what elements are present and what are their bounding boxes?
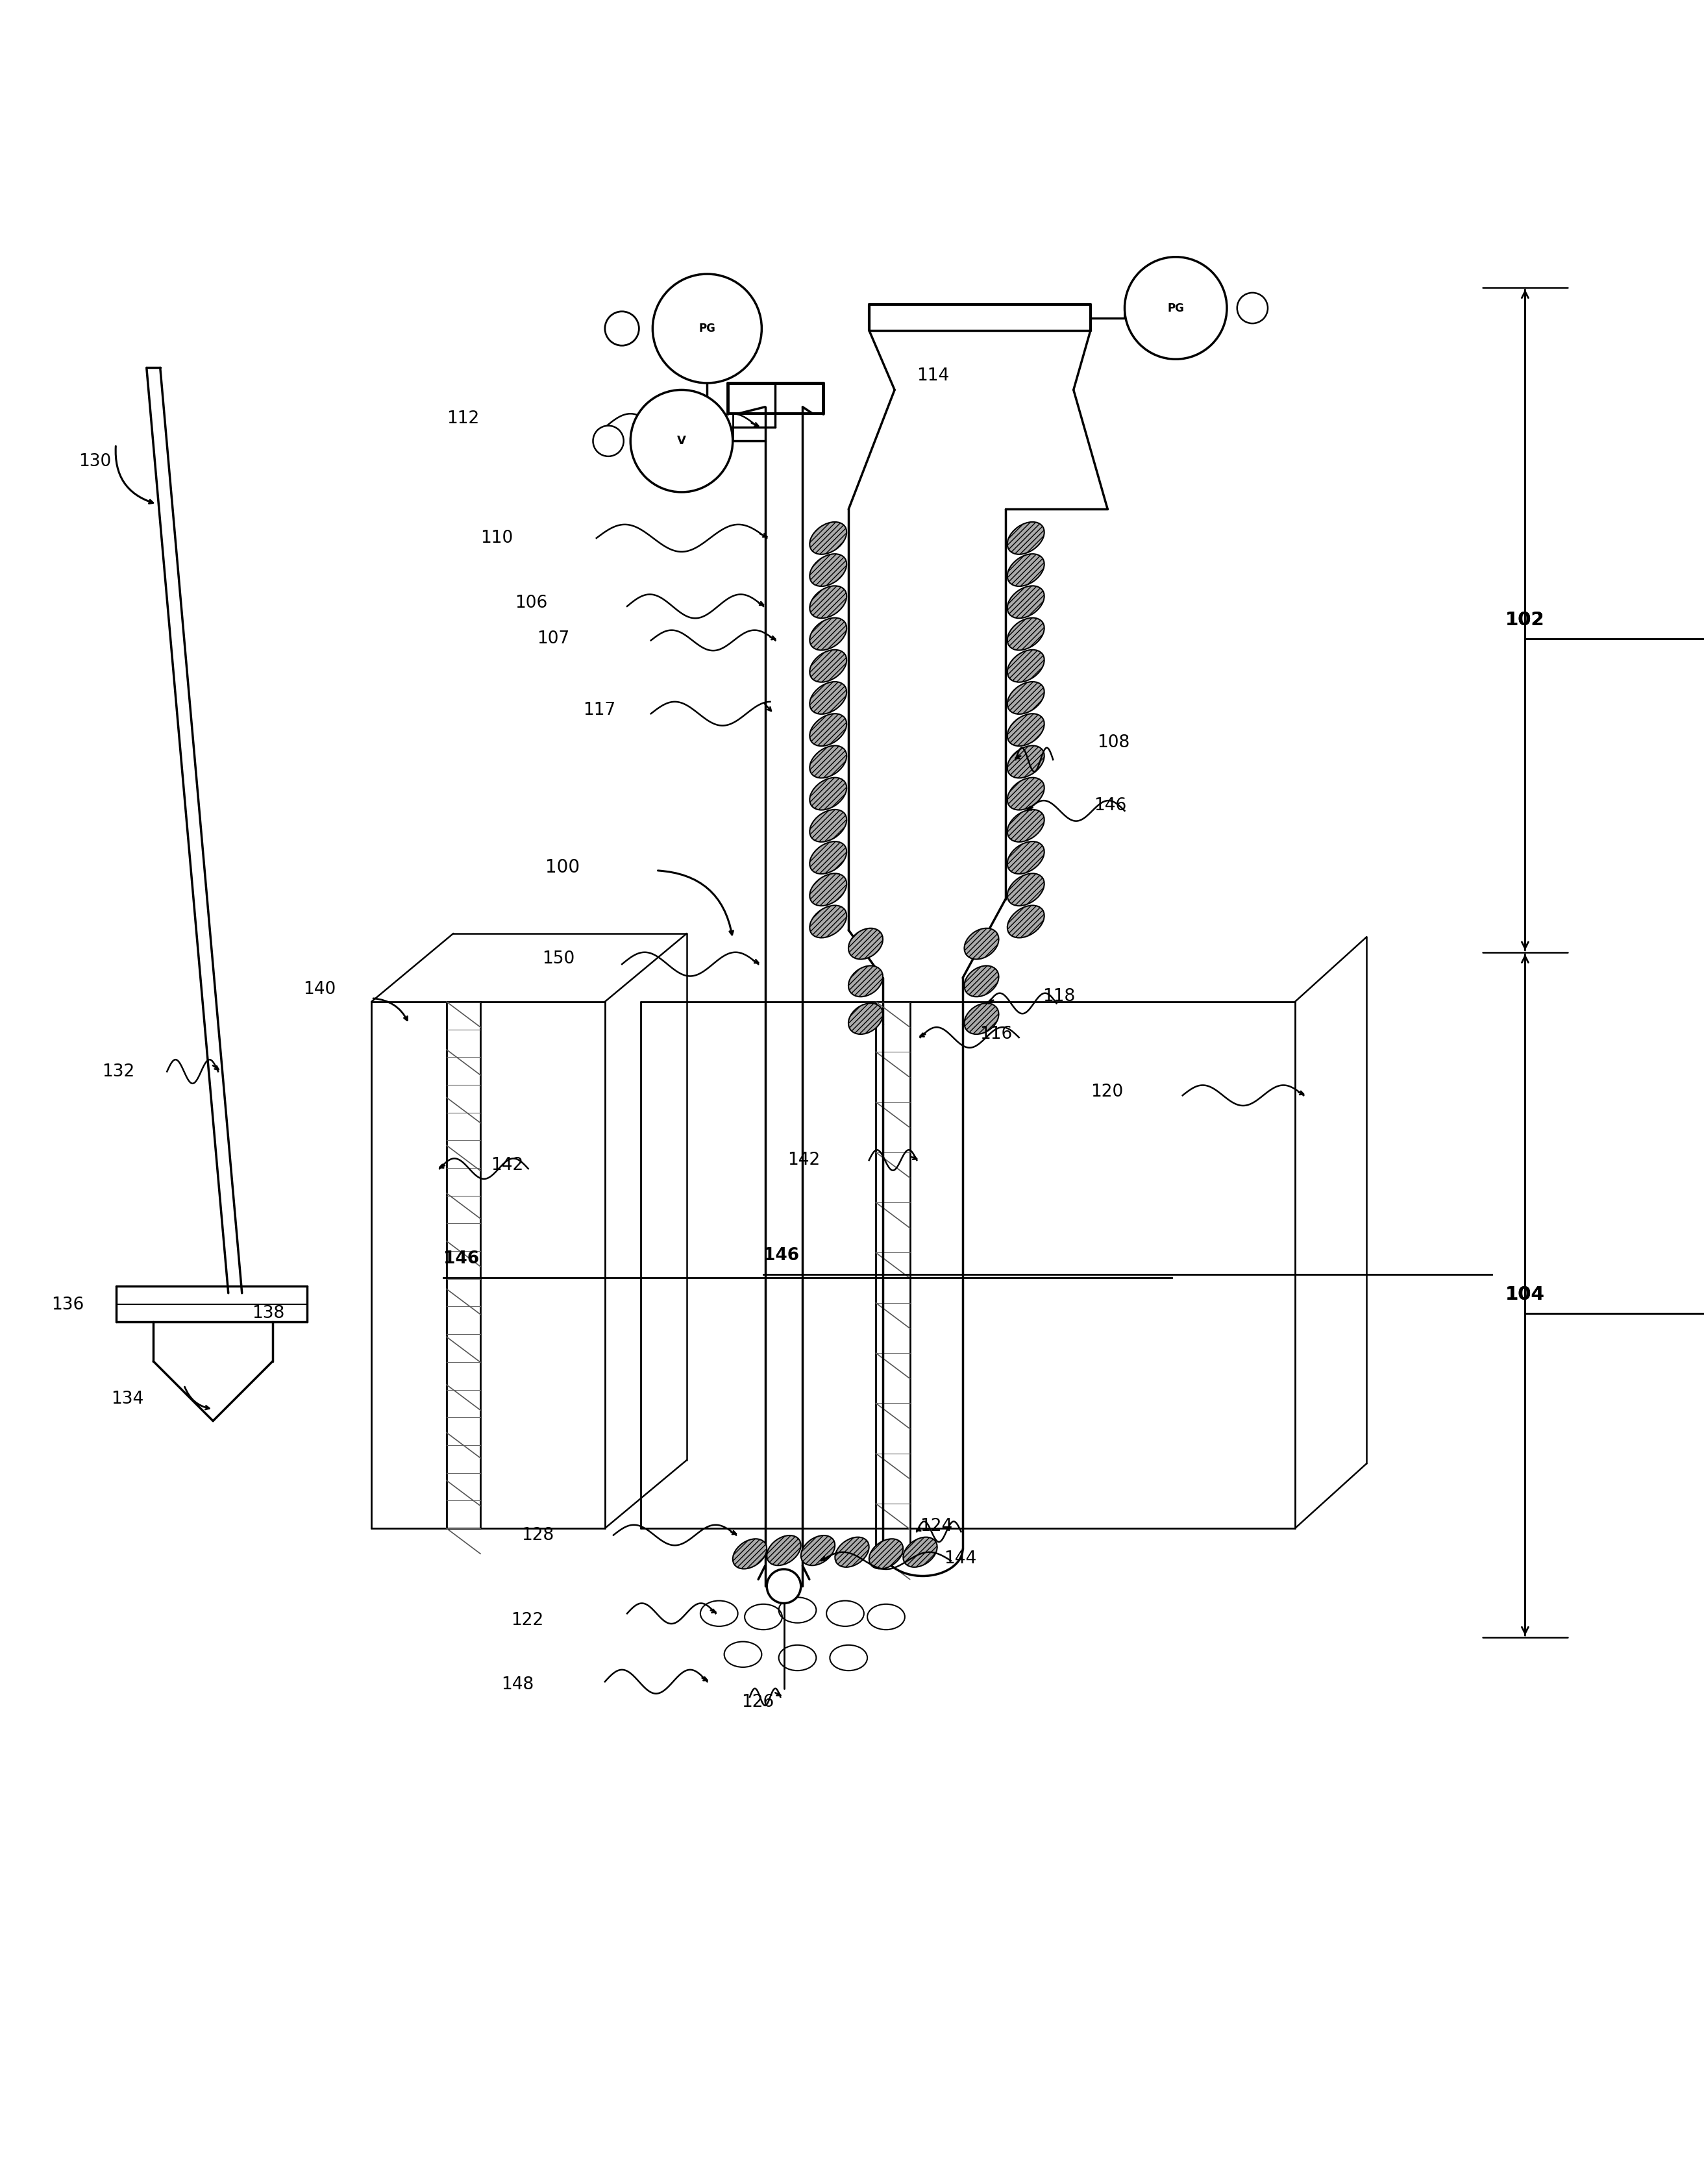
Text: 108: 108 xyxy=(1097,734,1130,751)
Ellipse shape xyxy=(809,841,847,874)
Text: 146: 146 xyxy=(763,1247,799,1265)
Ellipse shape xyxy=(849,965,883,996)
Ellipse shape xyxy=(1007,874,1045,906)
Text: 144: 144 xyxy=(944,1551,976,1568)
Ellipse shape xyxy=(869,1540,903,1568)
Ellipse shape xyxy=(809,651,847,681)
Ellipse shape xyxy=(849,1002,883,1035)
Ellipse shape xyxy=(809,585,847,618)
Ellipse shape xyxy=(835,1538,869,1568)
Text: 120: 120 xyxy=(1091,1083,1123,1101)
Text: 140: 140 xyxy=(303,981,336,998)
Text: 100: 100 xyxy=(545,858,579,876)
Text: 126: 126 xyxy=(741,1693,774,1710)
Ellipse shape xyxy=(809,522,847,555)
Text: 134: 134 xyxy=(111,1391,143,1406)
Ellipse shape xyxy=(849,928,883,959)
Text: 117: 117 xyxy=(583,701,615,719)
Circle shape xyxy=(767,1568,801,1603)
Text: 107: 107 xyxy=(537,631,569,646)
Ellipse shape xyxy=(809,618,847,651)
Text: V: V xyxy=(676,435,687,448)
Ellipse shape xyxy=(809,745,847,778)
Text: 124: 124 xyxy=(920,1518,953,1535)
Ellipse shape xyxy=(1007,522,1045,555)
Circle shape xyxy=(593,426,624,456)
Ellipse shape xyxy=(1007,778,1045,810)
Text: 102: 102 xyxy=(1505,612,1546,629)
Text: 150: 150 xyxy=(542,950,574,968)
Ellipse shape xyxy=(964,928,999,959)
Ellipse shape xyxy=(767,1535,801,1566)
Text: 112: 112 xyxy=(446,411,479,428)
Ellipse shape xyxy=(1007,906,1045,937)
Ellipse shape xyxy=(1007,681,1045,714)
Ellipse shape xyxy=(1007,651,1045,681)
Ellipse shape xyxy=(964,1002,999,1035)
Text: 142: 142 xyxy=(787,1151,820,1168)
Ellipse shape xyxy=(1007,745,1045,778)
Ellipse shape xyxy=(903,1538,937,1568)
Ellipse shape xyxy=(1007,810,1045,841)
Text: PG: PG xyxy=(1167,301,1184,314)
Text: 132: 132 xyxy=(102,1064,135,1081)
Ellipse shape xyxy=(1007,585,1045,618)
Text: 130: 130 xyxy=(78,452,111,470)
Text: 136: 136 xyxy=(51,1297,83,1313)
Ellipse shape xyxy=(1007,714,1045,747)
Text: 110: 110 xyxy=(481,531,513,546)
Ellipse shape xyxy=(1007,841,1045,874)
Ellipse shape xyxy=(809,714,847,747)
Text: 146: 146 xyxy=(443,1251,479,1267)
Text: 138: 138 xyxy=(252,1306,285,1321)
Circle shape xyxy=(1125,258,1227,358)
Text: 128: 128 xyxy=(521,1527,554,1544)
Ellipse shape xyxy=(809,906,847,937)
Text: 102: 102 xyxy=(1505,612,1546,629)
Ellipse shape xyxy=(809,555,847,585)
Text: 114: 114 xyxy=(917,367,949,384)
Text: 146: 146 xyxy=(1094,797,1126,815)
Text: 106: 106 xyxy=(515,594,547,612)
Text: 104: 104 xyxy=(1505,1286,1546,1304)
Ellipse shape xyxy=(809,810,847,841)
Circle shape xyxy=(1237,293,1268,323)
Text: 142: 142 xyxy=(491,1158,523,1173)
Ellipse shape xyxy=(809,681,847,714)
Text: 118: 118 xyxy=(1043,987,1075,1005)
Circle shape xyxy=(630,391,733,491)
Circle shape xyxy=(653,273,762,382)
Text: 116: 116 xyxy=(980,1026,1012,1042)
Circle shape xyxy=(605,312,639,345)
Ellipse shape xyxy=(809,778,847,810)
Text: PG: PG xyxy=(699,323,716,334)
Text: 122: 122 xyxy=(511,1612,544,1629)
Ellipse shape xyxy=(964,965,999,996)
Ellipse shape xyxy=(809,874,847,906)
Ellipse shape xyxy=(1007,555,1045,585)
Ellipse shape xyxy=(801,1535,835,1566)
Ellipse shape xyxy=(733,1540,767,1568)
Text: 104: 104 xyxy=(1505,1286,1546,1304)
Ellipse shape xyxy=(1007,618,1045,651)
Text: 148: 148 xyxy=(501,1677,533,1693)
